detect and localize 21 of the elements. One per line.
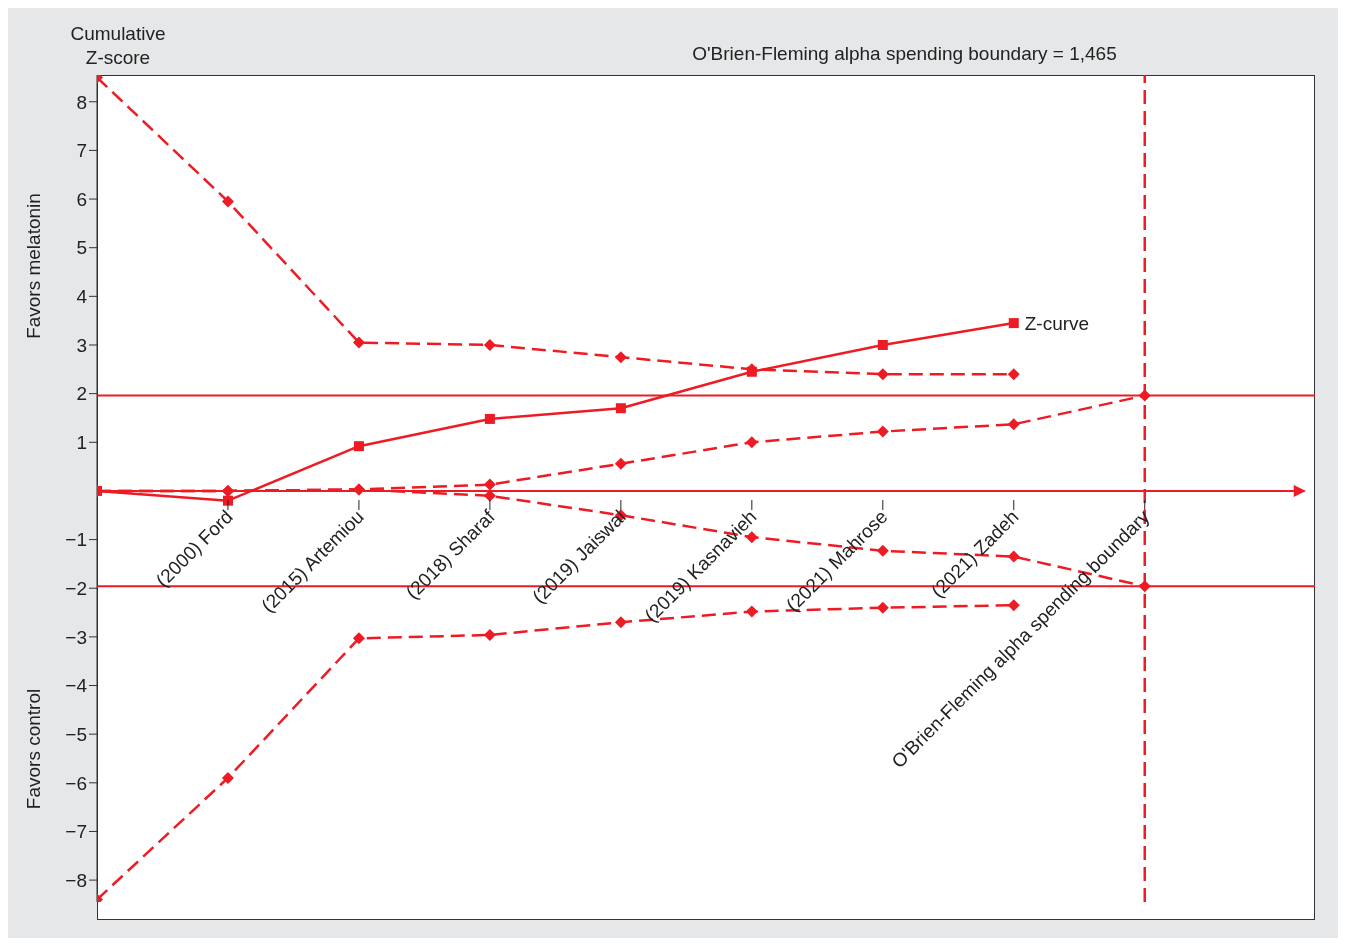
series-label: Z-curve <box>1024 313 1090 335</box>
y-tick-label: −5 <box>65 723 87 745</box>
y-tick-label: −3 <box>65 626 87 648</box>
y-tick-label: 1 <box>76 432 87 454</box>
y-tick-label: 4 <box>76 286 88 308</box>
y-tick-label: 5 <box>76 237 87 259</box>
y-axis-title: Cumulative Z-score <box>69 22 167 70</box>
y-tick-label: −8 <box>65 869 87 891</box>
text: Favors control <box>23 688 45 809</box>
y-tick-label: −1 <box>65 529 87 551</box>
y-tick-label: −6 <box>65 772 87 794</box>
y-tick-label: −4 <box>65 675 88 697</box>
ref-line-label: O'Brien-Fleming alpha spending boundary = 1,465 <box>692 43 1117 64</box>
y-tick-label: 8 <box>76 91 87 113</box>
y-tick-label: 3 <box>76 334 87 356</box>
y-tick-label: 2 <box>76 383 87 405</box>
y-tick-label: 6 <box>76 188 87 210</box>
text: Favors melatonin <box>23 193 45 340</box>
y-tick-label: −2 <box>65 577 87 599</box>
y-tick-label: 7 <box>76 140 87 162</box>
y-tick-label: −7 <box>65 821 87 843</box>
